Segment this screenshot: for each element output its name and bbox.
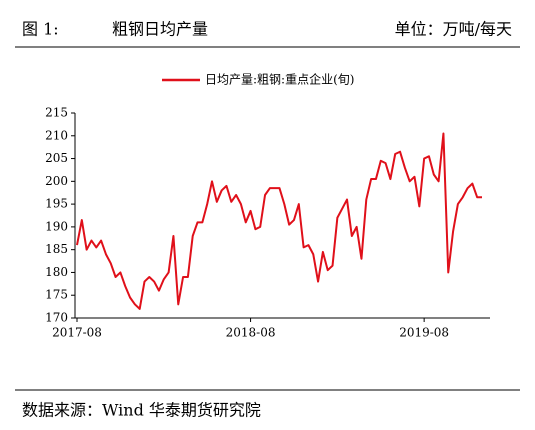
unit-label: 单位：万吨/每天 (395, 20, 512, 39)
y-tick-label: 190 (45, 219, 68, 233)
chart-title: 粗钢日均产量 (112, 20, 208, 39)
x-tick-label: 2017-08 (52, 326, 102, 340)
legend-label: 日均产量:粗钢:重点企业(旬) (205, 72, 354, 87)
y-tick-label: 180 (45, 265, 68, 279)
y-tick-label: 215 (45, 106, 68, 120)
y-tick-label: 175 (45, 288, 68, 302)
y-tick-label: 195 (45, 197, 68, 211)
y-tick-label: 210 (45, 128, 68, 142)
figure-number: 图 1: (22, 20, 59, 39)
x-tick-label: 2018-08 (226, 326, 276, 340)
y-tick-label: 200 (45, 174, 68, 188)
y-tick-label: 185 (45, 242, 68, 256)
y-tick-label: 170 (45, 311, 68, 325)
data-line (76, 132, 482, 310)
source-note: 数据来源：Wind 华泰期货研究院 (22, 401, 261, 420)
x-tick-label: 2019-08 (399, 326, 449, 340)
y-tick-label: 205 (45, 151, 68, 165)
